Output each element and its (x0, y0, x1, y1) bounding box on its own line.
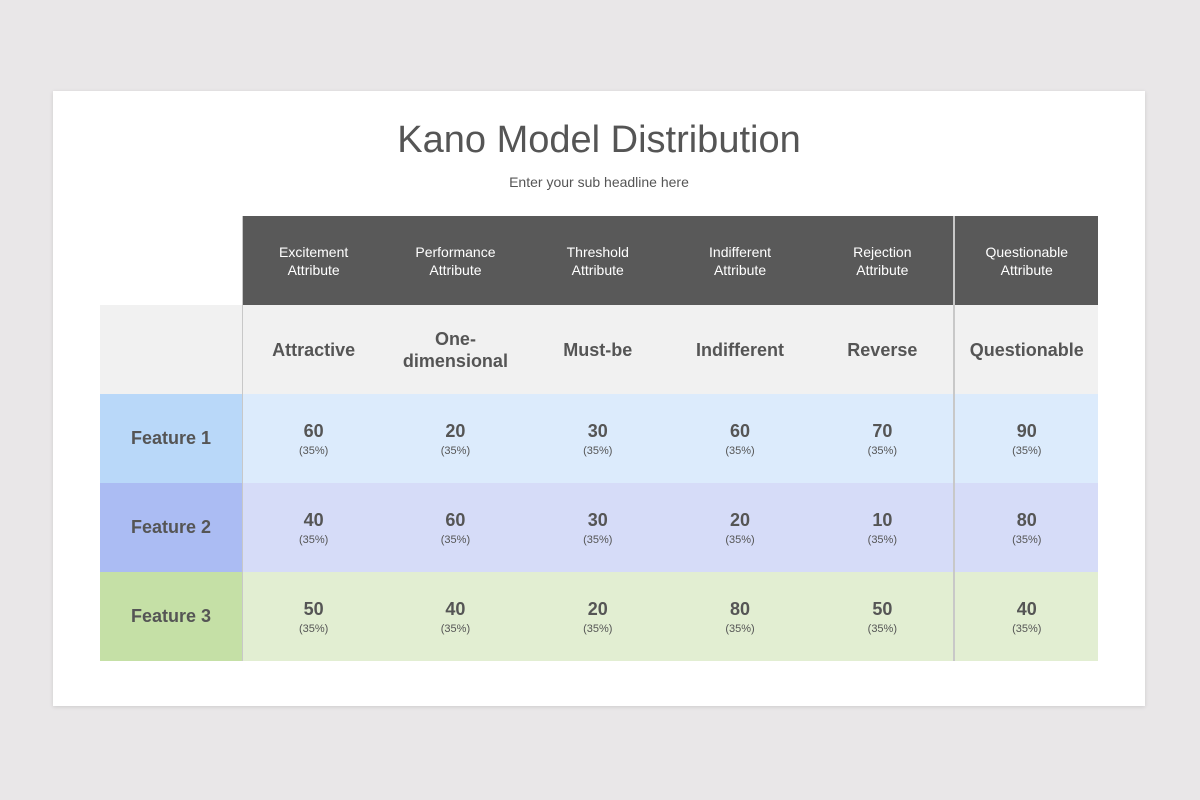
share: (35%) (440, 622, 471, 635)
value: 30 (587, 420, 608, 441)
category-header: Attractive (242, 305, 385, 394)
value: 20 (445, 420, 466, 441)
value: 50 (303, 598, 324, 619)
category-header: Questionable (953, 305, 1098, 394)
feature-label: Feature 1 (100, 394, 242, 483)
value: 30 (587, 509, 608, 530)
share: (35%) (1012, 622, 1042, 635)
value: 40 (1016, 598, 1037, 619)
value-cell: 90 (35%) (953, 394, 1098, 483)
share: (35%) (867, 622, 897, 635)
value-cell: 40 (35%) (953, 572, 1098, 661)
value-cell: 50 (35%) (242, 572, 385, 661)
value-cell: 20 (35%) (384, 394, 527, 483)
category-header: One-dimensional (384, 305, 527, 394)
value-cell: 20 (35%) (668, 483, 812, 572)
share: (35%) (298, 444, 329, 457)
share: (35%) (725, 444, 755, 457)
share: (35%) (867, 444, 897, 457)
share: (35%) (440, 444, 471, 457)
value: 80 (1016, 509, 1037, 530)
value-cell: 80 (35%) (953, 483, 1098, 572)
attribute-header: Excitement Attribute (242, 216, 385, 305)
value-cell: 40 (35%) (242, 483, 385, 572)
share: (35%) (583, 622, 613, 635)
share: (35%) (725, 622, 755, 635)
share: (35%) (440, 533, 471, 546)
value: 10 (872, 509, 893, 530)
share: (35%) (1012, 444, 1042, 457)
value-cell: 30 (35%) (526, 394, 669, 483)
value-cell: 40 (35%) (384, 572, 527, 661)
category-header: Must-be (526, 305, 669, 394)
share: (35%) (867, 533, 897, 546)
value: 90 (1016, 420, 1037, 441)
share: (35%) (583, 444, 613, 457)
share: (35%) (1012, 533, 1042, 546)
slide: Kano Model Distribution Enter your sub h… (53, 91, 1145, 706)
value: 20 (587, 598, 608, 619)
value-cell: 70 (35%) (811, 394, 954, 483)
value: 50 (872, 598, 893, 619)
value-cell: 60 (35%) (242, 394, 385, 483)
value: 60 (303, 420, 324, 441)
value: 60 (730, 420, 751, 441)
value: 60 (445, 509, 466, 530)
value-cell: 80 (35%) (668, 572, 812, 661)
attribute-header: Indifferent Attribute (668, 216, 812, 305)
kano-table: Excitement Attribute Performance Attribut… (100, 216, 1098, 661)
value-cell: 60 (35%) (384, 483, 527, 572)
share: (35%) (583, 533, 613, 546)
share: (35%) (298, 622, 329, 635)
attribute-header: Performance Attribute (384, 216, 527, 305)
value: 40 (303, 509, 324, 530)
category-header: Indifferent (668, 305, 812, 394)
feature-label: Feature 3 (100, 572, 242, 661)
empty-cell (100, 305, 242, 394)
value: 70 (872, 420, 893, 441)
value-cell: 50 (35%) (811, 572, 954, 661)
value-cell: 60 (35%) (668, 394, 812, 483)
attribute-header: Threshold Attribute (526, 216, 669, 305)
attribute-header: Questionable Attribute (953, 216, 1098, 305)
attribute-header: Rejection Attribute (811, 216, 954, 305)
value-cell: 10 (35%) (811, 483, 954, 572)
empty-corner (100, 216, 242, 305)
feature-label: Feature 2 (100, 483, 242, 572)
value: 20 (730, 509, 751, 530)
value-cell: 30 (35%) (526, 483, 669, 572)
value-cell: 20 (35%) (526, 572, 669, 661)
value: 40 (445, 598, 466, 619)
share: (35%) (298, 533, 329, 546)
share: (35%) (725, 533, 755, 546)
value: 80 (730, 598, 751, 619)
subtitle: Enter your sub headline here (509, 174, 689, 190)
category-header: Reverse (811, 305, 954, 394)
title: Kano Model Distribution (397, 119, 801, 161)
